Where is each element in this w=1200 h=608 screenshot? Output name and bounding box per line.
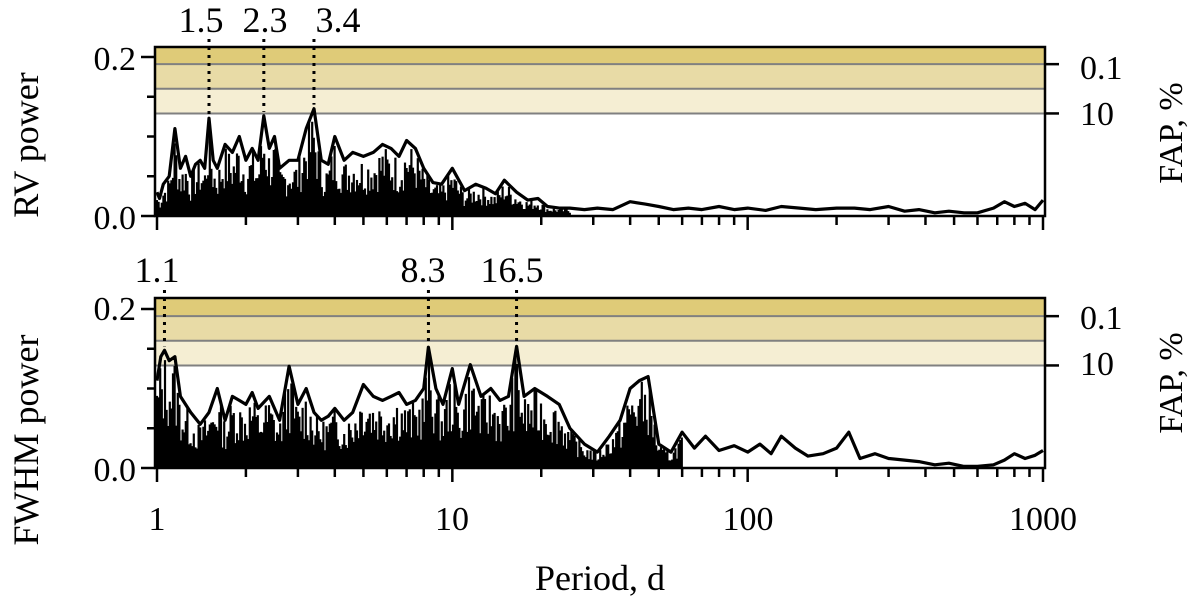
right-tick-label-0.1: 0.1	[1080, 300, 1123, 337]
xtick-label-1000: 1000	[1009, 501, 1077, 538]
right-tick-label-10: 10	[1080, 346, 1114, 383]
peak-label-2.3: 2.3	[243, 0, 288, 40]
peak-label-8.3: 8.3	[401, 250, 446, 290]
xtick-label-100: 100	[723, 501, 774, 538]
fap-bands	[155, 47, 1045, 115]
plot-frame	[153, 45, 1047, 218]
y-ticks	[141, 55, 155, 218]
fap-band-1	[155, 64, 1045, 89]
peak-label-1.5: 1.5	[179, 0, 224, 40]
right-tick-label-0.1: 0.1	[1080, 50, 1123, 87]
fap-axis-label: FAP, %	[1153, 332, 1190, 433]
x-axis-label: Period, d	[535, 558, 665, 598]
x-ticks	[155, 468, 1045, 482]
dense-spikes	[155, 121, 571, 216]
peak-label-3.4: 3.4	[316, 0, 361, 40]
fap-band-10	[155, 88, 1045, 114]
ytick-label-0.2: 0.2	[94, 41, 137, 78]
y-axis-label-rv-power: RV power	[6, 72, 46, 217]
xtick-label-10: 10	[435, 501, 469, 538]
fap-axis-label: FAP, %	[1153, 82, 1190, 183]
fap-band-0.1	[155, 298, 1045, 317]
fap-level-lines	[155, 63, 1045, 115]
ytick-label-0.0: 0.0	[94, 452, 137, 489]
y-axis-label-fwhm-power: FWHM power	[6, 335, 46, 546]
x-axis: 1 10 100 1000 Period, d	[149, 501, 1078, 598]
plot-frame	[153, 296, 1047, 470]
peak-label-16.5: 16.5	[481, 250, 544, 290]
rv-periodogram-panel: 0.2 0.0 0.1 10 FAP, % RV power 1.5 2.3 3…	[6, 0, 1190, 237]
peak-label-1.1: 1.1	[135, 250, 180, 290]
rv-power-series	[155, 107, 1045, 215]
x-ticks	[155, 216, 1045, 230]
fap-level-lines	[155, 315, 1045, 367]
fwhm-periodogram-panel: 0.2 0.0 0.1 10 FAP, % FWHM power 1.1 8.3…	[6, 250, 1190, 545]
right-tick-label-10: 10	[1080, 96, 1114, 133]
fap-band-0.1	[155, 47, 1045, 65]
fap-band-1	[155, 316, 1045, 341]
right-fap-ticks	[1045, 314, 1059, 367]
right-fap-ticks	[1045, 62, 1059, 115]
fap-band-10	[155, 340, 1045, 366]
fwhm-power-series	[155, 344, 1044, 468]
y-ticks	[141, 307, 155, 470]
dense-spikes	[155, 353, 683, 468]
peak-annotations	[207, 39, 316, 115]
fap-bands	[155, 298, 1045, 367]
xtick-label-1: 1	[149, 501, 166, 538]
ytick-label-0.0: 0.0	[94, 200, 137, 237]
ytick-label-0.2: 0.2	[94, 291, 137, 328]
